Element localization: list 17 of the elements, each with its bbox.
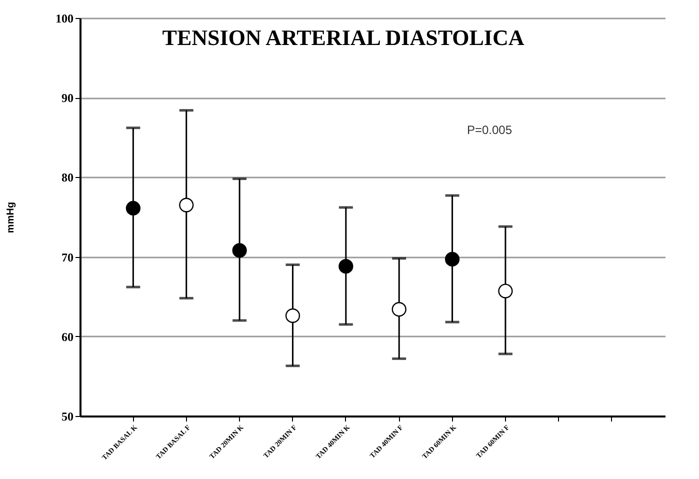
point	[285, 308, 300, 323]
point	[498, 284, 513, 298]
y-tick-label: 100	[56, 12, 74, 26]
point	[179, 198, 194, 212]
chart-title: TENSION ARTERIAL DIASTOLICA	[162, 25, 524, 50]
annotation: P=0.005	[466, 123, 512, 137]
y-tick-label: 60	[62, 330, 74, 344]
y-tick-label: 50	[62, 410, 74, 424]
point	[126, 200, 140, 216]
y-axis-title: mmHg	[6, 202, 16, 234]
y-tick-label: 90	[62, 91, 74, 106]
y-tick-label: 80	[62, 170, 74, 185]
point	[392, 302, 406, 317]
point	[338, 259, 354, 274]
point	[444, 252, 460, 266]
y-tick-label: 70	[62, 250, 74, 264]
point	[232, 243, 247, 258]
